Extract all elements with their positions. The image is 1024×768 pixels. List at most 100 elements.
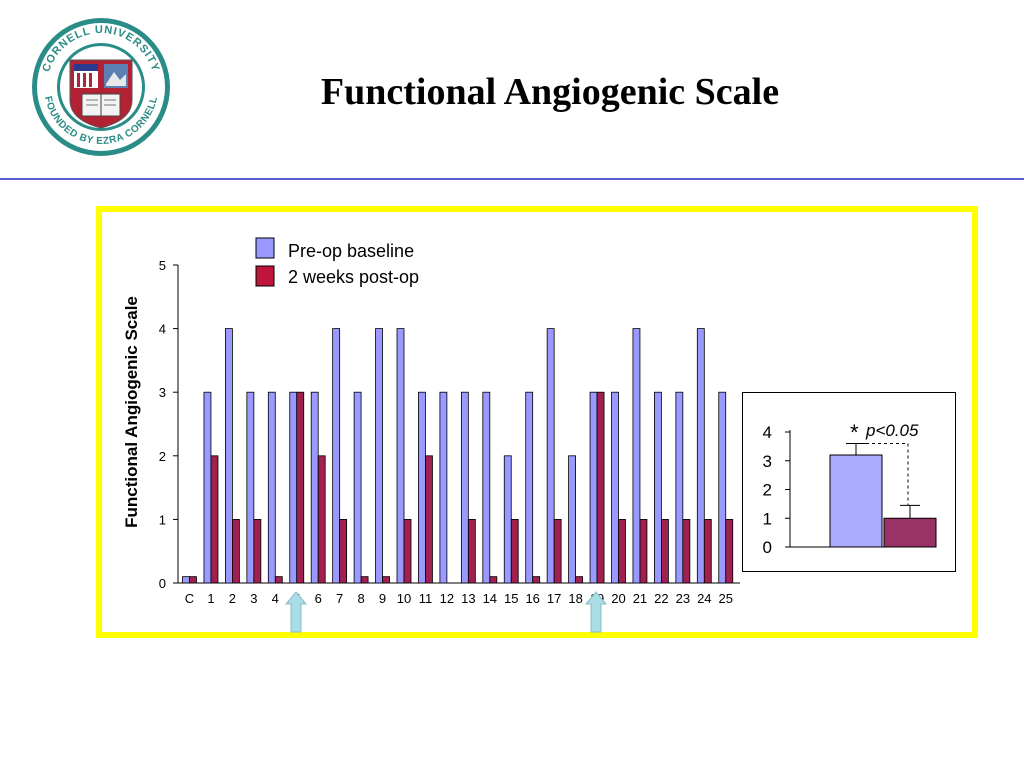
title-divider <box>0 178 1024 180</box>
bar-postop <box>253 519 262 584</box>
x-tick-label: 7 <box>336 591 343 606</box>
inset-y-tick-label: 0 <box>763 538 772 557</box>
inset-bar-postop <box>883 517 937 548</box>
inset-summary-chart: 0 1 2 3 4 * p<0.05 <box>742 392 956 572</box>
legend-label-postop: 2 weeks post-op <box>288 267 419 287</box>
x-tick-label: 21 <box>633 591 647 606</box>
bar-preop <box>289 391 298 584</box>
bar-preop <box>503 455 512 584</box>
bar-preop <box>460 391 469 584</box>
bar-postop <box>189 576 197 584</box>
bar-postop <box>703 519 712 584</box>
y-tick-label: 1 <box>159 512 166 527</box>
bar-postop <box>682 519 691 584</box>
seal-shield-icon <box>69 59 133 129</box>
bar-postop <box>489 576 498 584</box>
cornell-seal-logo: CORNELL UNIVERSITY FOUNDED BY EZRA CORNE… <box>32 18 170 156</box>
bar-preop <box>246 391 255 584</box>
bar-preop <box>418 391 426 584</box>
bar-postop <box>382 576 390 584</box>
bar-preop <box>568 455 576 584</box>
x-tick-label: 20 <box>611 591 625 606</box>
bar-preop <box>396 328 405 584</box>
bar-postop <box>575 576 583 584</box>
y-tick-label: 2 <box>159 449 166 464</box>
x-tick-label: 13 <box>461 591 475 606</box>
x-tick-label: 11 <box>419 591 433 606</box>
bar-postop <box>618 519 626 584</box>
bar-postop <box>231 519 240 584</box>
bar-preop <box>182 576 190 584</box>
x-tick-label: 6 <box>315 591 322 606</box>
y-tick-label: 0 <box>159 576 166 591</box>
bar-preop <box>611 391 619 584</box>
bar-postop <box>296 391 305 584</box>
bar-preop <box>375 328 383 584</box>
x-tick-label: 17 <box>547 591 561 606</box>
p-value-label: p<0.05 <box>865 421 919 440</box>
x-tick-label: 4 <box>272 591 279 606</box>
bar-preop <box>654 391 662 584</box>
bar-preop <box>224 328 233 584</box>
x-tick-label: 24 <box>697 591 711 606</box>
bar-postop <box>425 455 433 584</box>
bar-postop <box>467 519 476 584</box>
bar-preop <box>439 391 448 584</box>
x-tick-label: 10 <box>397 591 411 606</box>
up-arrow-icon <box>284 591 308 633</box>
bar-postop <box>596 391 605 584</box>
inset-y-tick-label: 2 <box>763 481 772 500</box>
x-tick-label: 15 <box>504 591 518 606</box>
y-axis-label: Functional Angiogenic Scale <box>122 296 141 528</box>
bar-preop <box>310 391 319 584</box>
x-tick-label: 9 <box>379 591 386 606</box>
x-tick-label: 2 <box>229 591 236 606</box>
bar-postop <box>360 576 369 584</box>
legend-swatch-postop <box>255 265 275 287</box>
up-arrow-icon <box>584 591 608 633</box>
x-tick-label: 22 <box>654 591 668 606</box>
inset-y-tick-label: 3 <box>763 452 772 471</box>
y-tick-label: 5 <box>159 258 166 273</box>
legend-label-preop: Pre-op baseline <box>288 241 414 261</box>
bar-postop <box>317 455 326 584</box>
x-tick-label: C <box>185 591 194 606</box>
x-tick-label: 23 <box>676 591 690 606</box>
bar-preop <box>332 328 341 584</box>
chart-frame <box>96 206 978 638</box>
bar-postop <box>553 519 562 584</box>
x-tick-label: 3 <box>250 591 257 606</box>
legend-swatch-preop <box>255 237 275 259</box>
significance-star: * <box>850 420 859 445</box>
x-tick-label: 12 <box>440 591 454 606</box>
bar-preop <box>589 391 598 584</box>
x-tick-label: 14 <box>483 591 497 606</box>
x-tick-label: 8 <box>357 591 364 606</box>
bar-preop <box>718 391 727 584</box>
inset-y-tick-label: 1 <box>763 509 772 528</box>
bar-postop <box>339 519 348 584</box>
bar-postop <box>639 519 648 584</box>
bar-preop <box>203 391 212 584</box>
bar-preop <box>632 328 641 584</box>
bar-preop <box>353 391 362 584</box>
inset-bar-preop <box>829 454 883 548</box>
x-tick-label: 1 <box>207 591 214 606</box>
y-tick-label: 3 <box>159 385 166 400</box>
x-tick-label: 16 <box>525 591 539 606</box>
bar-postop <box>532 576 541 584</box>
bar-postop <box>274 576 283 584</box>
slide-title: Functional Angiogenic Scale <box>320 71 780 113</box>
bar-postop <box>510 519 519 584</box>
x-tick-label: 25 <box>719 591 733 606</box>
bar-preop <box>696 328 705 584</box>
inset-y-tick-label: 4 <box>763 423 772 442</box>
bar-postop <box>725 519 734 584</box>
bar-preop <box>675 391 684 584</box>
bar-preop <box>546 328 555 584</box>
bar-postop <box>403 519 412 584</box>
bar-preop <box>267 391 276 584</box>
bar-preop <box>525 391 534 584</box>
bar-postop <box>210 455 219 584</box>
